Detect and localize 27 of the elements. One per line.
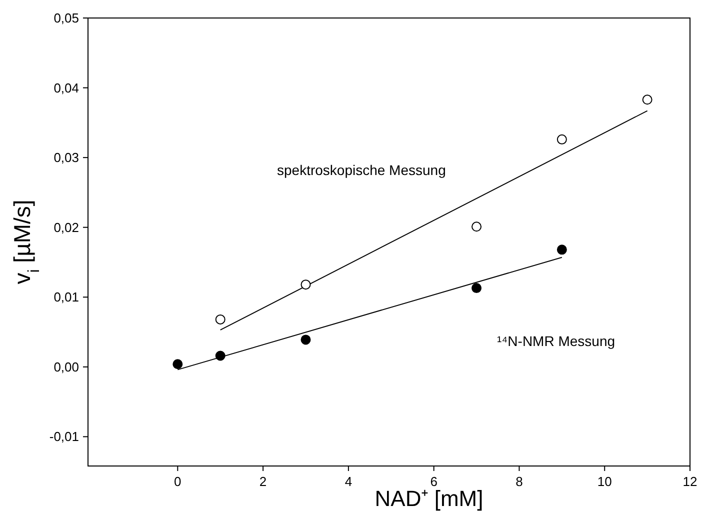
point xyxy=(300,280,311,290)
annotation: ¹⁴N-NMR Messung xyxy=(497,333,616,349)
x-tick-label: 4 xyxy=(344,474,352,489)
x-tick-label: 6 xyxy=(430,474,438,489)
x-tick-label: 12 xyxy=(682,474,698,489)
x-axis-title: NAD⁺ [mM] xyxy=(374,486,484,511)
y-tick-label: 0,05 xyxy=(54,10,79,26)
point xyxy=(300,334,311,345)
x-tick-label: 0 xyxy=(174,474,182,489)
x-tick-label: 10 xyxy=(597,474,612,489)
y-tick-label: 0,01 xyxy=(54,290,79,305)
y-tick-label: 0,04 xyxy=(54,80,79,96)
point xyxy=(172,359,183,370)
point xyxy=(215,350,226,361)
y-tick-label: 0,00 xyxy=(54,359,79,374)
point xyxy=(556,134,567,144)
y-tick-label: -0,01 xyxy=(49,429,79,444)
x-tick-label: 8 xyxy=(516,474,523,489)
point xyxy=(642,94,652,105)
point xyxy=(472,283,482,294)
point xyxy=(215,314,226,324)
point xyxy=(472,222,482,232)
annotation: spektroskopische Messung xyxy=(277,162,446,178)
point xyxy=(556,244,567,255)
y-tick-label: 0,02 xyxy=(54,220,79,235)
x-tick-label: 2 xyxy=(259,474,267,489)
y-tick-label: 0,03 xyxy=(54,150,79,166)
